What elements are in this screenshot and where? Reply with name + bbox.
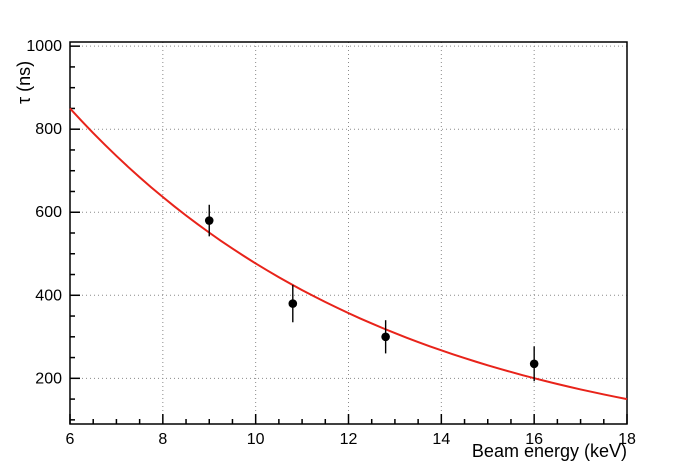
x-axis-title: Beam energy (keV) <box>471 441 627 461</box>
y-tick-label: 1000 <box>26 38 62 55</box>
x-tick-label: 12 <box>340 431 358 448</box>
y-tick-label: 600 <box>35 204 62 221</box>
x-tick-label: 16 <box>525 431 543 448</box>
x-tick-label: 6 <box>66 431 75 448</box>
y-axis-title: τ (ns) <box>14 60 34 104</box>
data-point <box>204 216 214 225</box>
x-tick-label: 14 <box>432 431 450 448</box>
y-tick-label: 200 <box>35 370 62 387</box>
fit-curve <box>69 107 628 401</box>
x-tick-label: 8 <box>158 431 167 448</box>
x-tick-label: 18 <box>618 431 636 448</box>
y-tick-label: 800 <box>35 121 62 138</box>
data-point <box>288 299 298 308</box>
x-tick-label: 10 <box>247 431 265 448</box>
y-tick-label: 400 <box>35 287 62 304</box>
data-point <box>381 332 390 342</box>
data-point <box>529 359 539 369</box>
